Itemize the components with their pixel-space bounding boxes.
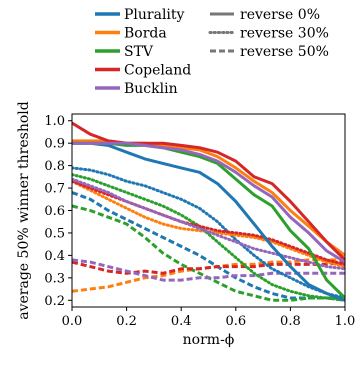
y-tick-label: 1.0	[44, 114, 65, 129]
legend: Plurality Borda STV Copeland Bucklin reverse …	[95, 7, 329, 97]
series-line	[72, 141, 345, 302]
x-tick-label: 0.8	[280, 314, 301, 329]
legend-label: Bucklin	[124, 81, 178, 97]
series-line	[72, 166, 345, 300]
y-tick-label: 0.6	[44, 204, 65, 219]
x-axis: 0.0 0.2 0.4 0.6 0.8 1.0	[62, 307, 355, 329]
series-line	[72, 173, 345, 302]
series-line	[72, 260, 345, 275]
y-tick-label: 0.3	[44, 271, 65, 286]
y-tick-label: 0.2	[44, 294, 65, 309]
x-tick-label: 0.6	[225, 314, 246, 329]
y-tick-label: 0.9	[44, 137, 65, 152]
y-tick-label: 0.8	[44, 159, 65, 174]
legend-label: Plurality	[124, 7, 185, 23]
x-tick-label: 0.0	[62, 314, 83, 329]
y-axis-label: average 50% winner threshold	[16, 101, 32, 319]
x-tick-label: 0.2	[116, 314, 137, 329]
series-line	[72, 177, 345, 271]
y-axis: 0.2 0.3 0.4 0.5 0.6 0.7 0.8 0.9 1.0	[44, 114, 72, 309]
x-tick-label: 0.4	[171, 314, 192, 329]
x-tick-label: 1.0	[335, 314, 355, 329]
x-axis-label: norm-ϕ	[183, 332, 235, 348]
legend-style-label: reverse 30%	[240, 26, 329, 42]
legend-label: STV	[124, 44, 154, 60]
y-tick-label: 0.7	[44, 182, 65, 197]
series-line	[72, 258, 345, 282]
series-line	[72, 191, 345, 300]
legend-label: Borda	[124, 26, 167, 42]
legend-style-label: reverse 0%	[240, 7, 320, 23]
y-tick-label: 0.5	[44, 226, 65, 241]
plot-area	[71, 113, 346, 308]
series-layer	[72, 121, 345, 302]
legend-style-label: reverse 50%	[240, 44, 329, 60]
legend-label: Copeland	[124, 63, 191, 79]
series-line	[72, 141, 345, 264]
y-tick-label: 0.4	[44, 249, 65, 264]
